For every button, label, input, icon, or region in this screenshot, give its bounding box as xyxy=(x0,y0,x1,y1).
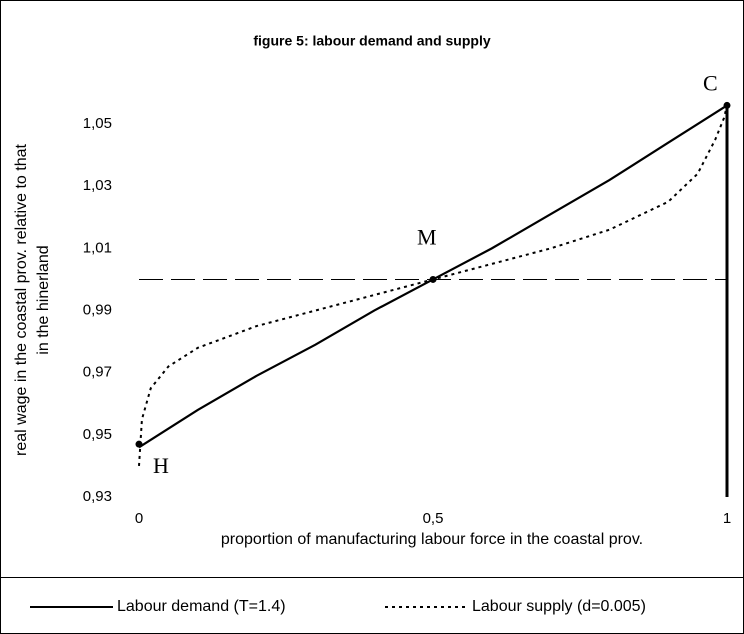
legend-label: Labour supply (d=0.005) xyxy=(472,598,646,615)
point-label: M xyxy=(417,225,437,250)
x-tick-label: 0 xyxy=(135,510,143,527)
point-marker xyxy=(429,275,437,283)
chart-title: figure 5: labour demand and supply xyxy=(253,33,490,49)
x-tick-label: 1 xyxy=(723,510,731,527)
legend-label: Labour demand (T=1.4) xyxy=(117,598,286,615)
y-axis-label: in the hinerland xyxy=(35,245,52,354)
y-tick-label: 1,05 xyxy=(83,115,112,132)
x-axis-label: proportion of manufacturing labour force… xyxy=(221,531,643,548)
point-marker xyxy=(135,440,143,448)
y-tick-label: 1,01 xyxy=(83,239,112,256)
x-tick-label: 0,5 xyxy=(423,510,444,527)
y-tick-label: 1,03 xyxy=(83,177,112,194)
y-tick-label: 0,99 xyxy=(83,302,112,319)
point-label: H xyxy=(153,453,169,478)
y-axis-label: real wage in the coastal prov. relative … xyxy=(13,144,30,456)
y-tick-label: 0,95 xyxy=(83,426,112,443)
y-tick-label: 0,97 xyxy=(83,364,112,381)
y-tick-label: 0,93 xyxy=(83,488,112,505)
point-label: C xyxy=(703,70,718,95)
point-marker xyxy=(723,101,731,109)
